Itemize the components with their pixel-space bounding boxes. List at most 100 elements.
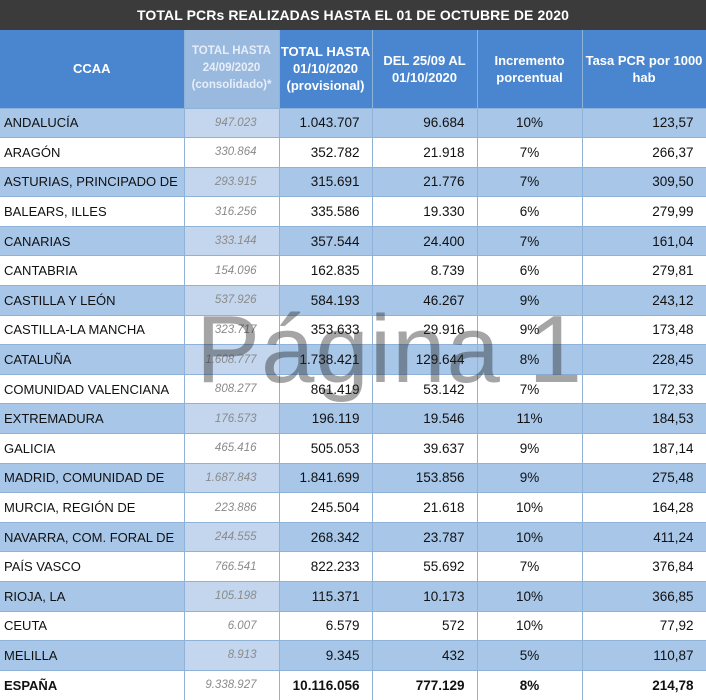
cell-incremento: 10% <box>477 108 583 139</box>
table-row: COMUNIDAD VALENCIANA 808.277 861.419 53.142… <box>0 374 706 405</box>
cell-provisional: 335.586 <box>279 196 373 227</box>
cell-provisional: 115.371 <box>279 581 373 612</box>
cell-provisional: 6.579 <box>279 611 373 642</box>
table-row: CASTILLA-LA MANCHA 323.717 353.633 29.916 9%… <box>0 315 706 346</box>
cell-ccaa: CANTABRIA <box>0 255 185 287</box>
table-row: GALICIA 465.416 505.053 39.637 9% 187,14 <box>0 433 706 464</box>
total-cell-tasa: 214,78 <box>582 670 706 700</box>
cell-tasa: 184,53 <box>582 403 706 435</box>
table-row: NAVARRA, COM. FORAL DE 244.555 268.342 23.7… <box>0 522 706 553</box>
cell-periodo: 432 <box>372 640 478 671</box>
cell-ccaa: PAÍS VASCO <box>0 551 185 582</box>
cell-incremento: 7% <box>477 374 583 405</box>
cell-periodo: 23.787 <box>372 522 478 553</box>
cell-tasa: 161,04 <box>582 226 706 257</box>
cell-periodo: 21.776 <box>372 167 478 198</box>
cell-periodo: 96.684 <box>372 108 478 139</box>
cell-tasa: 266,37 <box>582 137 706 168</box>
header-provisional-line: 01/10/2020 <box>292 61 359 77</box>
cell-incremento: 9% <box>477 315 583 346</box>
cell-consolidado: 1.687.843 <box>184 463 280 494</box>
cell-consolidado: 176.573 <box>184 403 280 435</box>
cell-incremento: 7% <box>477 226 583 257</box>
cell-periodo: 29.916 <box>372 315 478 346</box>
cell-tasa: 172,33 <box>582 374 706 405</box>
total-cell-periodo: 777.129 <box>372 670 478 700</box>
table-row: CEUTA 6.007 6.579 572 10% 77,92 <box>0 611 706 642</box>
cell-provisional: 352.782 <box>279 137 373 168</box>
cell-ccaa: ANDALUCÍA <box>0 108 185 139</box>
cell-incremento: 8% <box>477 344 583 375</box>
cell-tasa: 279,81 <box>582 255 706 287</box>
cell-ccaa: NAVARRA, COM. FORAL DE <box>0 522 185 553</box>
header-incremento: Incremento porcentual <box>477 30 583 109</box>
cell-consolidado: 223.886 <box>184 492 280 523</box>
cell-consolidado: 1.608.777 <box>184 344 280 375</box>
cell-provisional: 315.691 <box>279 167 373 198</box>
header-periodo-line: DEL 25/09 AL <box>383 52 466 68</box>
cell-provisional: 353.633 <box>279 315 373 346</box>
cell-tasa: 275,48 <box>582 463 706 494</box>
table-row: ANDALUCÍA 947.023 1.043.707 96.684 10% 123,57 <box>0 108 706 139</box>
cell-tasa: 228,45 <box>582 344 706 375</box>
cell-ccaa: CASTILLA Y LEÓN <box>0 285 185 316</box>
table-row: EXTREMADURA 176.573 196.119 19.546 11% 184,53 <box>0 403 706 435</box>
cell-incremento: 7% <box>477 167 583 198</box>
cell-incremento: 9% <box>477 285 583 316</box>
cell-provisional: 162.835 <box>279 255 373 287</box>
cell-tasa: 376,84 <box>582 551 706 582</box>
cell-provisional: 822.233 <box>279 551 373 582</box>
cell-periodo: 55.692 <box>372 551 478 582</box>
cell-periodo: 153.856 <box>372 463 478 494</box>
cell-periodo: 572 <box>372 611 478 642</box>
header-provisional-line: TOTAL HASTA <box>280 44 371 60</box>
total-cell-incremento: 8% <box>477 670 583 700</box>
cell-ccaa: CATALUÑA <box>0 344 185 375</box>
cell-incremento: 5% <box>477 640 583 671</box>
cell-incremento: 6% <box>477 196 583 227</box>
cell-ccaa: MURCIA, REGIÓN DE <box>0 492 185 523</box>
cell-tasa: 110,87 <box>582 640 706 671</box>
cell-incremento: 7% <box>477 137 583 168</box>
cell-incremento: 10% <box>477 611 583 642</box>
cell-periodo: 53.142 <box>372 374 478 405</box>
cell-consolidado: 323.717 <box>184 315 280 346</box>
header-ccaa: CCAA <box>0 30 185 109</box>
cell-ccaa: ASTURIAS, PRINCIPADO DE <box>0 167 185 198</box>
cell-provisional: 505.053 <box>279 433 373 464</box>
cell-ccaa: EXTREMADURA <box>0 403 185 435</box>
cell-provisional: 584.193 <box>279 285 373 316</box>
cell-consolidado: 8.913 <box>184 640 280 671</box>
cell-tasa: 164,28 <box>582 492 706 523</box>
table-title: TOTAL PCRs REALIZADAS HASTA EL 01 DE OCT… <box>0 0 706 30</box>
cell-tasa: 411,24 <box>582 522 706 553</box>
cell-tasa: 173,48 <box>582 315 706 346</box>
total-cell-provisional: 10.116.056 <box>279 670 373 700</box>
cell-periodo: 21.618 <box>372 492 478 523</box>
cell-consolidado: 947.023 <box>184 108 280 139</box>
cell-provisional: 196.119 <box>279 403 373 435</box>
cell-incremento: 10% <box>477 581 583 612</box>
cell-provisional: 1.043.707 <box>279 108 373 139</box>
cell-ccaa: MELILLA <box>0 640 185 671</box>
cell-provisional: 1.738.421 <box>279 344 373 375</box>
cell-incremento: 10% <box>477 492 583 523</box>
table-row: ARAGÓN 330.864 352.782 21.918 7% 266,37 <box>0 137 706 168</box>
cell-consolidado: 465.416 <box>184 433 280 464</box>
cell-provisional: 1.841.699 <box>279 463 373 494</box>
cell-consolidado: 808.277 <box>184 374 280 405</box>
header-periodo-line: 01/10/2020 <box>391 69 458 85</box>
cell-provisional: 9.345 <box>279 640 373 671</box>
cell-periodo: 39.637 <box>372 433 478 464</box>
cell-consolidado: 105.198 <box>184 581 280 612</box>
cell-tasa: 123,57 <box>582 108 706 139</box>
cell-consolidado: 6.007 <box>184 611 280 642</box>
cell-incremento: 6% <box>477 255 583 287</box>
cell-ccaa: CEUTA <box>0 611 185 642</box>
cell-ccaa: ARAGÓN <box>0 137 185 168</box>
table-row: CANARIAS 333.144 357.544 24.400 7% 161,04 <box>0 226 706 257</box>
table-body: ANDALUCÍA 947.023 1.043.707 96.684 10% 123,57… <box>0 108 706 700</box>
cell-periodo: 129.644 <box>372 344 478 375</box>
table-row: RIOJA, LA 105.198 115.371 10.173 10% 366,85 <box>0 581 706 612</box>
cell-ccaa: CANARIAS <box>0 226 185 257</box>
